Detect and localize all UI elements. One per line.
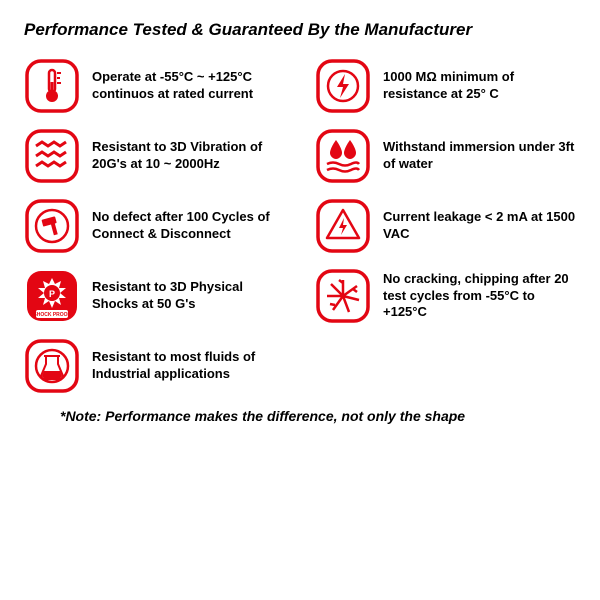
page-title: Performance Tested & Guaranteed By the M… [24, 20, 576, 40]
thermometer-icon [24, 58, 80, 114]
spec-item-crack: No cracking, chipping after 20 test cycl… [315, 268, 576, 324]
spec-label: Current leakage < 2 mA at 1500 VAC [383, 209, 576, 243]
spec-label: Resistant to 3D Physical Shocks at 50 G'… [92, 279, 285, 313]
spec-item-fluids: Resistant to most fluids of Industrial a… [24, 338, 285, 394]
spec-item-leakage: Current leakage < 2 mA at 1500 VAC [315, 198, 576, 254]
spec-item-shock: P SHOCK PROOF Resistant to 3D Physical Sh… [24, 268, 285, 324]
shockproof-icon: P SHOCK PROOF [24, 268, 80, 324]
spec-item-cycles: No defect after 100 Cycles of Connect & … [24, 198, 285, 254]
vibration-icon [24, 128, 80, 184]
spec-label: No defect after 100 Cycles of Connect & … [92, 209, 285, 243]
spec-label: 1000 MΩ minimum of resistance at 25° C [383, 69, 576, 103]
svg-text:P: P [49, 289, 55, 299]
spec-item-vibration: Resistant to 3D Vibration of 20G's at 10… [24, 128, 285, 184]
hammer-icon [24, 198, 80, 254]
beaker-icon [24, 338, 80, 394]
spec-grid: Operate at -55°C ~ +125°C continuos at r… [24, 58, 576, 394]
footnote: *Note: Performance makes the difference,… [60, 408, 576, 424]
spec-label: Resistant to 3D Vibration of 20G's at 10… [92, 139, 285, 173]
spec-label: Withstand immersion under 3ft of water [383, 139, 576, 173]
warning-bolt-icon [315, 198, 371, 254]
spec-label: Resistant to most fluids of Industrial a… [92, 349, 285, 383]
spec-item-water: Withstand immersion under 3ft of water [315, 128, 576, 184]
spec-label: Operate at -55°C ~ +125°C continuos at r… [92, 69, 285, 103]
crack-icon [315, 268, 371, 324]
water-drops-icon [315, 128, 371, 184]
spec-label: No cracking, chipping after 20 test cycl… [383, 271, 576, 322]
svg-text:SHOCK PROOF: SHOCK PROOF [33, 312, 70, 318]
spec-item-resist: 1000 MΩ minimum of resistance at 25° C [315, 58, 576, 114]
spec-item-temp: Operate at -55°C ~ +125°C continuos at r… [24, 58, 285, 114]
lightning-icon [315, 58, 371, 114]
